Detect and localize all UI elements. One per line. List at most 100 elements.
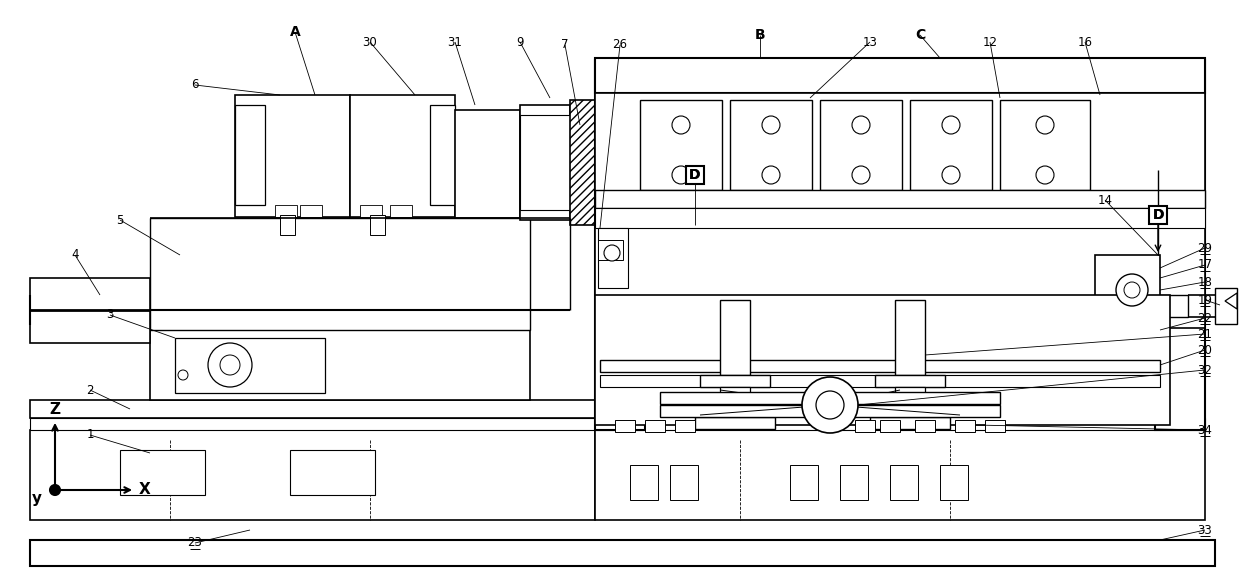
Bar xyxy=(175,338,325,393)
Circle shape xyxy=(1035,166,1054,184)
Text: 26: 26 xyxy=(613,39,627,51)
Text: D: D xyxy=(1152,208,1164,222)
Text: 22: 22 xyxy=(1198,312,1213,324)
Text: D: D xyxy=(689,168,701,182)
Bar xyxy=(595,400,1205,418)
Bar xyxy=(595,93,1205,328)
Bar xyxy=(300,205,322,217)
Bar xyxy=(290,450,374,495)
Bar xyxy=(598,240,622,260)
Bar xyxy=(660,405,999,417)
Circle shape xyxy=(942,116,960,134)
Bar xyxy=(236,95,350,217)
Bar xyxy=(600,375,1159,387)
Bar xyxy=(595,60,645,430)
Text: 31: 31 xyxy=(448,36,463,48)
Bar xyxy=(430,105,455,205)
Bar xyxy=(880,420,900,432)
Bar xyxy=(675,420,694,432)
Circle shape xyxy=(802,377,858,433)
Bar xyxy=(910,100,992,190)
Bar xyxy=(820,100,901,190)
Text: 23: 23 xyxy=(187,536,202,550)
Circle shape xyxy=(852,166,870,184)
Bar xyxy=(683,170,708,190)
Circle shape xyxy=(208,343,252,387)
Bar xyxy=(895,387,925,417)
Bar xyxy=(520,105,570,220)
Text: 7: 7 xyxy=(562,39,569,51)
Circle shape xyxy=(942,166,960,184)
Polygon shape xyxy=(1225,293,1238,309)
Bar xyxy=(890,465,918,500)
Bar xyxy=(615,420,635,432)
Circle shape xyxy=(1123,282,1140,298)
Text: 1: 1 xyxy=(87,429,94,441)
Text: 5: 5 xyxy=(117,214,124,226)
Bar xyxy=(595,190,1205,208)
Bar xyxy=(875,375,945,387)
Bar xyxy=(391,205,412,217)
Bar xyxy=(236,105,265,205)
Bar xyxy=(694,417,775,429)
Bar xyxy=(999,100,1090,190)
Text: y: y xyxy=(32,491,42,506)
Bar xyxy=(595,208,1205,228)
Text: C: C xyxy=(915,28,925,42)
Bar xyxy=(1215,288,1238,324)
Bar xyxy=(595,295,1171,425)
Bar xyxy=(30,278,150,343)
Bar xyxy=(520,115,570,210)
Bar xyxy=(668,200,708,215)
Circle shape xyxy=(219,355,241,375)
Bar xyxy=(275,205,298,217)
Bar xyxy=(720,387,750,417)
Circle shape xyxy=(179,370,188,380)
Text: D: D xyxy=(1152,208,1164,222)
Text: 12: 12 xyxy=(982,36,997,48)
Bar xyxy=(360,205,382,217)
Text: 3: 3 xyxy=(107,309,114,321)
Text: A: A xyxy=(290,25,300,39)
Text: 29: 29 xyxy=(1198,241,1213,255)
Bar xyxy=(645,420,665,432)
Bar xyxy=(630,465,658,500)
Bar xyxy=(870,417,950,429)
Text: 13: 13 xyxy=(863,36,878,48)
Circle shape xyxy=(1035,116,1054,134)
Circle shape xyxy=(50,485,60,495)
Circle shape xyxy=(672,166,689,184)
Circle shape xyxy=(604,245,620,261)
Bar xyxy=(1154,60,1205,430)
Text: D: D xyxy=(689,168,701,182)
Bar xyxy=(915,420,935,432)
Circle shape xyxy=(763,166,780,184)
Circle shape xyxy=(816,391,844,419)
Bar xyxy=(370,215,384,235)
Bar xyxy=(856,420,875,432)
Bar xyxy=(1149,206,1167,224)
Text: 9: 9 xyxy=(516,36,523,48)
Bar xyxy=(670,465,698,500)
Bar xyxy=(600,360,1159,372)
Bar xyxy=(595,58,1205,93)
Bar xyxy=(350,95,455,217)
Bar xyxy=(985,420,1004,432)
Bar xyxy=(570,100,615,225)
Bar xyxy=(150,330,529,400)
Bar xyxy=(650,150,680,185)
Text: X: X xyxy=(139,483,151,498)
Bar xyxy=(30,400,595,418)
Bar xyxy=(895,300,925,375)
Text: 17: 17 xyxy=(1198,259,1213,271)
Circle shape xyxy=(1116,274,1148,306)
Bar xyxy=(120,450,205,495)
Bar xyxy=(30,430,595,520)
Bar xyxy=(680,130,706,205)
Bar xyxy=(595,418,1205,430)
Text: 30: 30 xyxy=(362,36,377,48)
Text: Z: Z xyxy=(50,403,61,418)
Text: 2: 2 xyxy=(87,384,94,396)
Text: B: B xyxy=(755,28,765,42)
Bar xyxy=(150,218,529,330)
